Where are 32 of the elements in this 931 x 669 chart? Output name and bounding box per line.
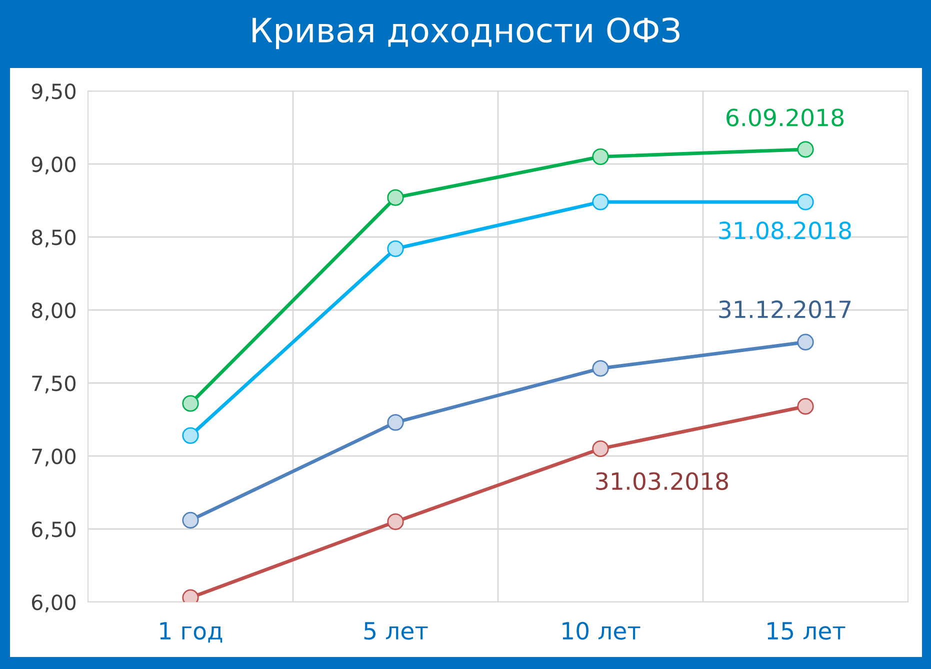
- series-label: 31.12.2017: [719, 300, 851, 318]
- y-tick-label: 9,00: [32, 156, 76, 174]
- series-label: 31.03.2018: [596, 472, 728, 490]
- point: [797, 398, 814, 415]
- x-tick-label: 15 лет: [768, 622, 846, 640]
- y-tick-label: 8,00: [32, 302, 76, 320]
- point: [387, 189, 404, 206]
- y-tick-label: 9,50: [32, 83, 76, 102]
- y-tick-label: 6,00: [32, 594, 76, 612]
- point: [797, 194, 814, 210]
- x-tick-label: 10 лет: [562, 622, 640, 640]
- point: [387, 513, 404, 530]
- chart-title: Кривая доходности ОФЗ: [252, 17, 680, 50]
- y-tick-label: 6,50: [32, 521, 76, 540]
- point: [797, 334, 814, 350]
- x-tick-label: 1 год: [160, 622, 222, 643]
- point: [387, 414, 404, 431]
- point: [182, 512, 199, 529]
- point: [592, 440, 609, 458]
- x-tick-label: 5 лет: [364, 622, 428, 640]
- y-tick-label: 7,00: [32, 448, 76, 466]
- series-label: 31.08.2018: [719, 222, 851, 240]
- point: [592, 148, 609, 166]
- point: [592, 194, 609, 210]
- point: [182, 427, 199, 444]
- series-label: 6.09.2018: [726, 108, 844, 126]
- point: [592, 360, 609, 377]
- point: [182, 395, 199, 412]
- point: [387, 240, 404, 258]
- y-tick-label: 8,50: [32, 229, 76, 248]
- point: [797, 141, 814, 158]
- y-tick-label: 7,50: [32, 375, 76, 394]
